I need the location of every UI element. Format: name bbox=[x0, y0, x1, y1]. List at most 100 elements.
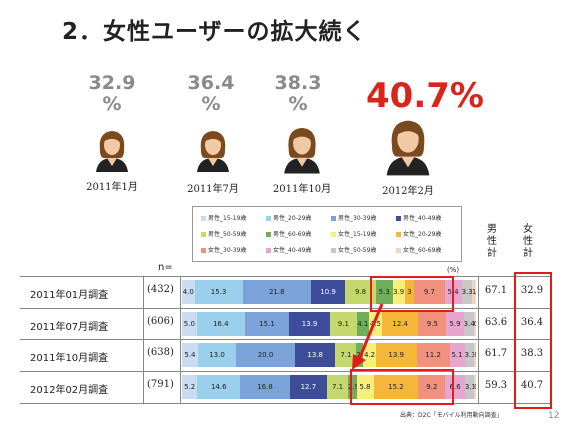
stacked-bar-table: 2011年01月調査 (432) 4.0 15.3 21.8 10.9 9.8 5.3 3.9 3… bbox=[20, 276, 550, 404]
period-label: 2011年1月 bbox=[86, 182, 138, 193]
bar-segment: 1.3 bbox=[471, 280, 476, 304]
divider bbox=[180, 276, 181, 404]
female-segment-highlight bbox=[370, 276, 454, 312]
legend-swatch bbox=[201, 232, 206, 237]
legend-item: 女性_15-19歳 bbox=[331, 229, 376, 238]
woman-avatar-icon bbox=[197, 131, 229, 172]
table-row: 2011年07月調査(606)5.016.415.113.99.14.14.51… bbox=[20, 307, 550, 340]
period-label: 2012年2月 bbox=[382, 186, 434, 197]
legend-swatch bbox=[266, 216, 271, 221]
bar-segment: 12.7 bbox=[289, 374, 328, 399]
legend-label: 女性_15-19歳 bbox=[338, 231, 377, 238]
woman-avatar-icon bbox=[386, 120, 430, 176]
legend-label: 女性_30-39歳 bbox=[208, 247, 247, 254]
page-number: 12 bbox=[548, 411, 560, 421]
legend-swatch bbox=[331, 232, 336, 237]
female-total-header: 女性計 bbox=[523, 224, 533, 259]
bar-segment: 15.1 bbox=[244, 311, 290, 336]
legend-swatch bbox=[396, 216, 401, 221]
legend-label: 女性_60-69歳 bbox=[403, 247, 442, 254]
trend-arrow-icon bbox=[352, 303, 384, 370]
highlight-pct-4: 40.7% bbox=[366, 76, 484, 116]
legend-item: 女性_50-59歳 bbox=[331, 245, 376, 254]
bar-segment: 5.3 bbox=[375, 280, 393, 304]
row-label: 2012年02月調査 bbox=[30, 384, 109, 396]
bar-segment: 6.6 bbox=[445, 374, 465, 399]
bar-segment: 3.9 bbox=[392, 280, 405, 304]
male-total-value: 61.7 bbox=[484, 348, 508, 359]
highlight-pct-3: 38.3% bbox=[274, 72, 322, 115]
female-total-highlight bbox=[514, 272, 552, 409]
sample-size: (432) bbox=[147, 284, 174, 295]
legend-item: 女性_60-69歳 bbox=[396, 245, 441, 254]
legend-item: 男性_50-59歳 bbox=[201, 229, 246, 238]
legend-item: 女性_30-39歳 bbox=[201, 245, 246, 254]
woman-avatar-icon bbox=[284, 127, 320, 174]
row-label: 2011年01月調査 bbox=[30, 290, 109, 301]
legend-item: 女性_40-49歳 bbox=[266, 245, 311, 254]
legend-label: 男性_40-49歳 bbox=[403, 215, 442, 222]
female-total-value: 32.9 bbox=[520, 285, 544, 296]
legend-swatch bbox=[266, 232, 271, 237]
legend-label: 男性_30-39歳 bbox=[338, 215, 377, 222]
bar-segment: 5.8 bbox=[356, 374, 374, 399]
bar-segment: 16.4 bbox=[196, 311, 245, 336]
bar-segment: 0.8 bbox=[473, 311, 476, 336]
bar-segment: 14.6 bbox=[197, 374, 241, 399]
highlight-pct-1: 32.9% bbox=[88, 72, 136, 115]
male-total-value: 59.3 bbox=[484, 379, 508, 391]
legend-label: 女性_20-29歳 bbox=[403, 231, 442, 238]
bar-segment: 11.2 bbox=[416, 343, 450, 367]
female-total-value: 36.4 bbox=[520, 316, 544, 328]
bar-segment: 4.1 bbox=[356, 311, 369, 336]
bar-segment: 3.3 bbox=[461, 280, 472, 304]
table-row: 2011年10月調査(638)5.413.020.013.87.12.44.21… bbox=[20, 339, 550, 371]
table-row: 2011年01月調査 (432) 4.0 15.3 21.8 10.9 9.8 5.3 3.9 3… bbox=[20, 276, 550, 308]
legend-label: 女性_40-49歳 bbox=[273, 247, 312, 254]
bar-segment: 3.1 bbox=[464, 374, 474, 399]
period-label: 2011年10月 bbox=[272, 184, 332, 195]
bar-segment: 16.8 bbox=[240, 374, 290, 399]
period-label: 2011年7月 bbox=[187, 184, 239, 195]
bar-segment: 3.3 bbox=[464, 343, 475, 367]
n-label: n= bbox=[158, 262, 173, 273]
bar-segment: 5.0 bbox=[182, 311, 197, 336]
bar-segment: 13.0 bbox=[197, 343, 237, 367]
legend-swatch bbox=[331, 216, 336, 221]
legend-label: 男性_60-69歳 bbox=[273, 231, 312, 238]
bar-segment: 3 bbox=[404, 280, 415, 304]
male-total-header: 男性計 bbox=[487, 224, 497, 259]
legend-label: 男性_20-29歳 bbox=[273, 215, 312, 222]
legend-swatch bbox=[396, 232, 401, 237]
legend-swatch bbox=[331, 248, 336, 253]
bar-segment: 20.0 bbox=[236, 343, 295, 367]
bar-segment: 15.2 bbox=[373, 374, 419, 399]
bar-segment: 5.4 bbox=[182, 343, 198, 367]
table-row: 2012年02月調査 (791) 5.214.616.812.77.12.95.81… bbox=[20, 370, 550, 404]
legend-swatch bbox=[201, 216, 206, 221]
bar-segment: 10.9 bbox=[310, 280, 346, 304]
female-total-value: 40.7 bbox=[520, 379, 544, 391]
sample-size: (606) bbox=[147, 315, 174, 327]
legend-item: 男性_30-39歳 bbox=[331, 213, 376, 222]
highlight-pct-2: 36.4% bbox=[187, 72, 235, 115]
unit-label: (%) bbox=[447, 266, 460, 274]
male-total-value: 63.6 bbox=[484, 316, 508, 328]
legend-item: 男性_15-19歳 bbox=[201, 213, 246, 222]
divider bbox=[143, 276, 144, 404]
bar-segment: 3.4 bbox=[463, 311, 474, 336]
bar-segment: 2.9 bbox=[347, 374, 357, 399]
bar-segment: 7.1 bbox=[327, 374, 348, 399]
bar-segment: 0.6 bbox=[474, 343, 476, 367]
legend-item: 女性_20-29歳 bbox=[396, 229, 441, 238]
bar-segment: 7.1 bbox=[335, 343, 357, 367]
sample-size: (791) bbox=[147, 378, 174, 390]
female-total-value: 38.3 bbox=[520, 348, 544, 359]
legend-swatch bbox=[201, 248, 206, 253]
slide-title: 2．女性ユーザーの拡大続く bbox=[62, 19, 367, 45]
row-label: 2011年07月調査 bbox=[30, 321, 109, 333]
bar-segment: 4.0 bbox=[182, 280, 195, 304]
bar-segment: 5.1 bbox=[449, 343, 465, 367]
bar-segment: 12.4 bbox=[382, 311, 419, 336]
bar-segment: 9.5 bbox=[418, 311, 447, 336]
